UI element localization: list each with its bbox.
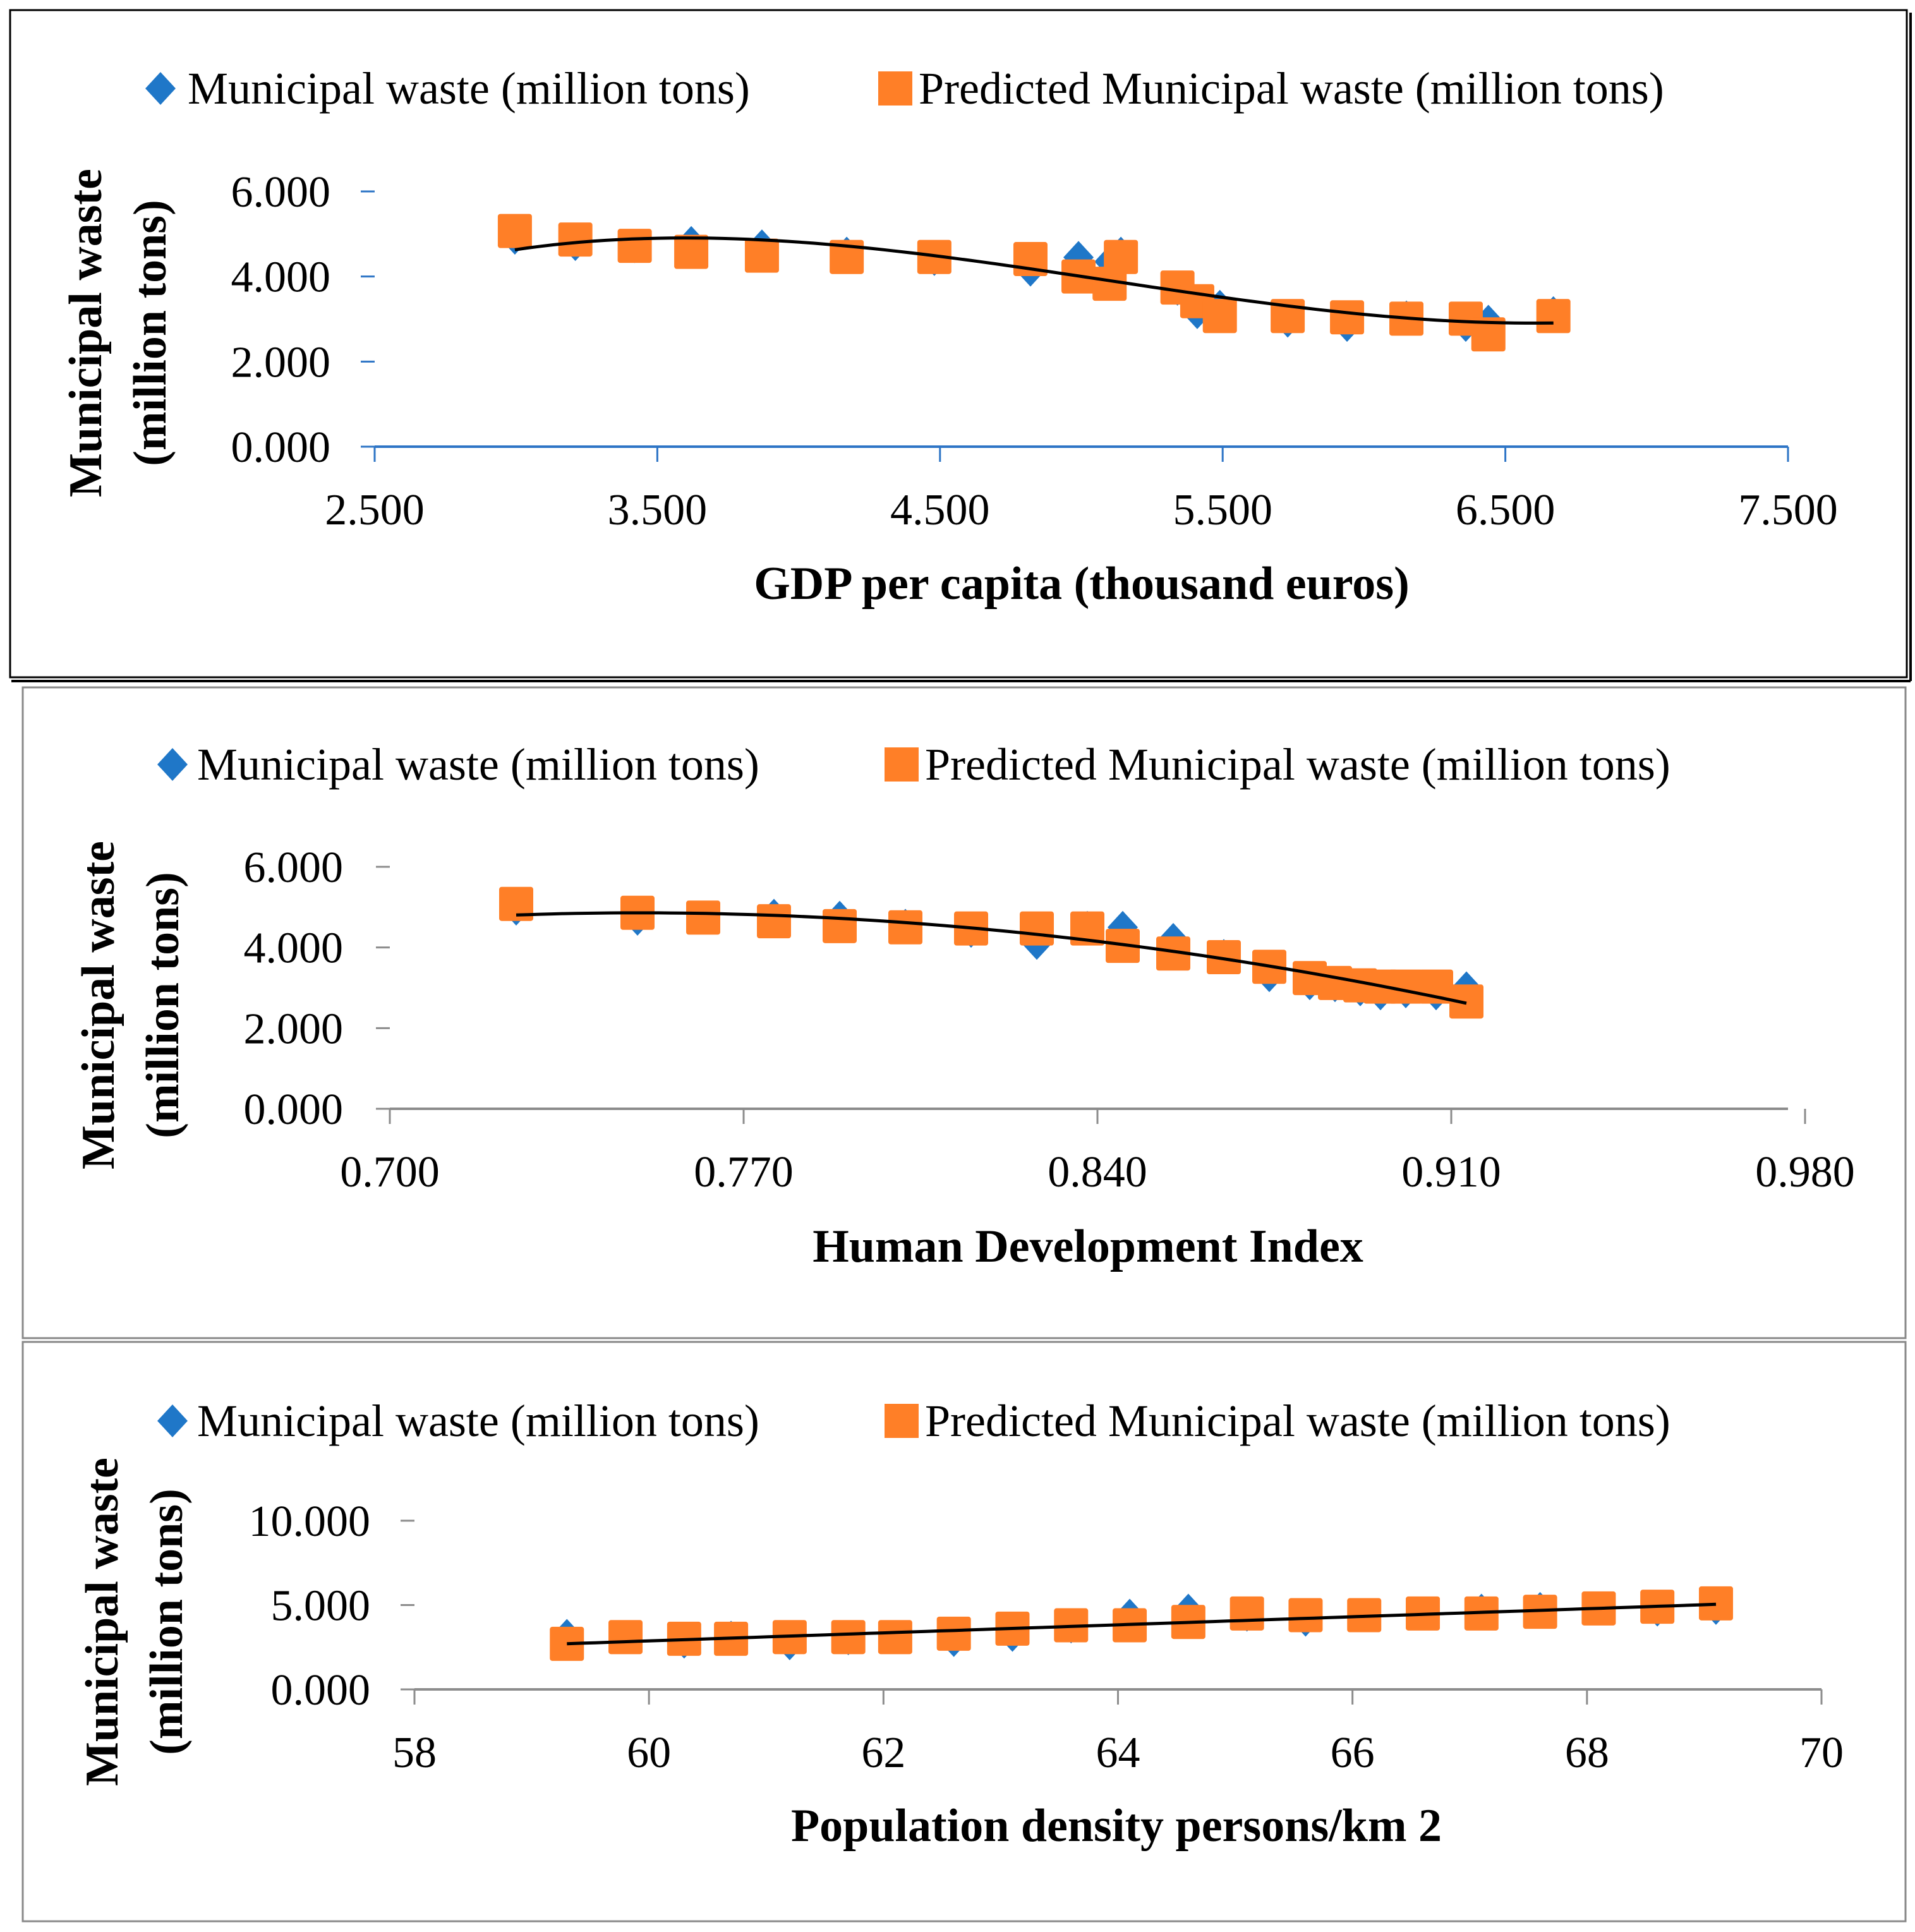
x-tick-label: 0.770 (694, 1148, 794, 1197)
predicted-point (831, 1620, 866, 1655)
legend: Municipal waste (million tons) Predicted… (157, 739, 1670, 790)
predicted-point (936, 1616, 971, 1651)
x-tick-label: 58 (392, 1729, 437, 1777)
predicted-point (1288, 1598, 1323, 1633)
x-tick-label: 7.500 (1738, 486, 1838, 534)
legend: Municipal waste (million tons) Predicted… (145, 63, 1664, 114)
y-axis-title-line1: Municipal waste (73, 841, 124, 1169)
y-tick-label: 4.000 (231, 253, 331, 302)
predicted-point (1156, 936, 1190, 971)
y-axis-title-line2: (million tons) (141, 1488, 193, 1754)
predicted-point (497, 214, 532, 248)
x-tick-label: 3.500 (608, 486, 708, 534)
predicted-point (617, 229, 652, 263)
x-tick-label: 68 (1565, 1729, 1609, 1777)
y-tick-label: 2.000 (231, 338, 331, 387)
legend-square-icon (885, 1404, 919, 1438)
x-tick-label: 0.700 (340, 1148, 440, 1197)
predicted-point (1207, 939, 1241, 974)
y-tick-label: 6.000 (231, 168, 331, 217)
predicted-point (888, 910, 922, 945)
legend-diamond-icon (157, 1404, 188, 1437)
x-tick-label: 62 (861, 1729, 905, 1777)
x-tick-label: 70 (1799, 1729, 1844, 1777)
predicted-point (674, 234, 709, 269)
predicted-point (499, 886, 533, 921)
y-axis-title-line2: (million tons) (137, 872, 189, 1138)
predicted-point (1020, 911, 1054, 946)
trendline (516, 911, 1467, 1005)
x-axis-title: Human Development Index (813, 1221, 1363, 1272)
x-axis-title: GDP per capita (thousand euros) (754, 558, 1409, 610)
predicted-point (1202, 299, 1237, 334)
predicted-point (744, 238, 779, 273)
x-tick-label: 2.500 (325, 486, 425, 534)
legend-diamond-icon (145, 72, 176, 105)
y-tick-label: 2.000 (244, 1005, 344, 1053)
predicted-point (550, 1626, 584, 1661)
chart-1-plot: 2.500 3.500 4.500 5.500 6.500 7.500 0.000 2.000… (231, 168, 1838, 534)
predicted-point (1536, 299, 1571, 334)
predicted-point (1104, 239, 1139, 274)
x-tick-label: 66 (1331, 1729, 1375, 1777)
legend-label-actual: Municipal waste (million tons) (197, 1396, 759, 1446)
predicted-point (1471, 317, 1506, 352)
trendline (567, 1602, 1717, 1646)
y-tick-label: 5.000 (271, 1582, 371, 1631)
predicted-point (1229, 1596, 1264, 1631)
panel-2-border (21, 686, 1907, 1339)
legend-label-actual: Municipal waste (million tons) (188, 63, 750, 114)
predicted-point (1389, 969, 1423, 1004)
x-tick-label: 64 (1096, 1729, 1140, 1777)
y-axis-title-line1: Municipal waste (76, 1458, 128, 1786)
legend-square-icon (885, 747, 919, 782)
predicted-point (878, 1620, 912, 1655)
x-tick-label: 5.500 (1173, 486, 1272, 534)
x-tick-label: 0.840 (1048, 1148, 1147, 1197)
predicted-point (1092, 267, 1127, 301)
legend-label-predicted: Predicted Municipal waste (million tons) (925, 1396, 1670, 1446)
chart-2-plot: 0.700 0.770 0.840 0.910 0.980 0.000 2.000 4.000… (244, 843, 1855, 1197)
chart-3: Municipal waste (million tons) Predicted… (76, 1396, 1670, 1852)
predicted-point (558, 222, 593, 257)
y-tick-label: 4.000 (244, 924, 344, 973)
x-tick-label: 4.500 (890, 486, 990, 534)
predicted-point (686, 900, 720, 935)
y-tick-label: 0.000 (244, 1085, 344, 1134)
panel-3-border (21, 1341, 1907, 1923)
legend-label-predicted: Predicted Municipal waste (million tons) (925, 739, 1670, 790)
chart-1: Municipal waste (million tons) Predicted… (60, 63, 1664, 610)
predicted-point (823, 909, 857, 943)
y-tick-label: 10.000 (249, 1497, 371, 1546)
legend-label-predicted: Predicted Municipal waste (million tons) (919, 63, 1664, 114)
x-axis-title: Population density persons/km 2 (791, 1800, 1442, 1852)
predicted-point (757, 904, 791, 939)
y-tick-label: 0.000 (271, 1666, 371, 1715)
x-tick-label: 0.910 (1401, 1148, 1501, 1197)
legend-square-icon (878, 71, 912, 106)
chart-2: Municipal waste (million tons) Predicted… (73, 739, 1670, 1272)
chart-3-plot: 58 60 62 64 66 68 70 0.000 5.000 10.000 (249, 1497, 1844, 1777)
predicted-point (1449, 984, 1483, 1019)
x-tick-label: 0.980 (1755, 1148, 1855, 1197)
y-tick-label: 6.000 (244, 843, 344, 892)
predicted-point (1330, 300, 1365, 335)
predicted-point (608, 1620, 643, 1655)
y-axis-title-line2: (million tons) (124, 200, 176, 466)
x-tick-label: 60 (627, 1729, 671, 1777)
predicted-point (1070, 911, 1104, 946)
legend-diamond-icon (157, 748, 188, 781)
y-axis-title-line1: Municipal waste (60, 169, 112, 497)
y-tick-label: 0.000 (231, 423, 331, 472)
legend: Municipal waste (million tons) Predicted… (157, 1396, 1670, 1446)
legend-label-actual: Municipal waste (million tons) (197, 739, 759, 790)
x-tick-label: 6.500 (1456, 486, 1556, 534)
panel-1-border (9, 9, 1908, 679)
predicted-point (1698, 1586, 1733, 1621)
trendline (514, 236, 1554, 325)
